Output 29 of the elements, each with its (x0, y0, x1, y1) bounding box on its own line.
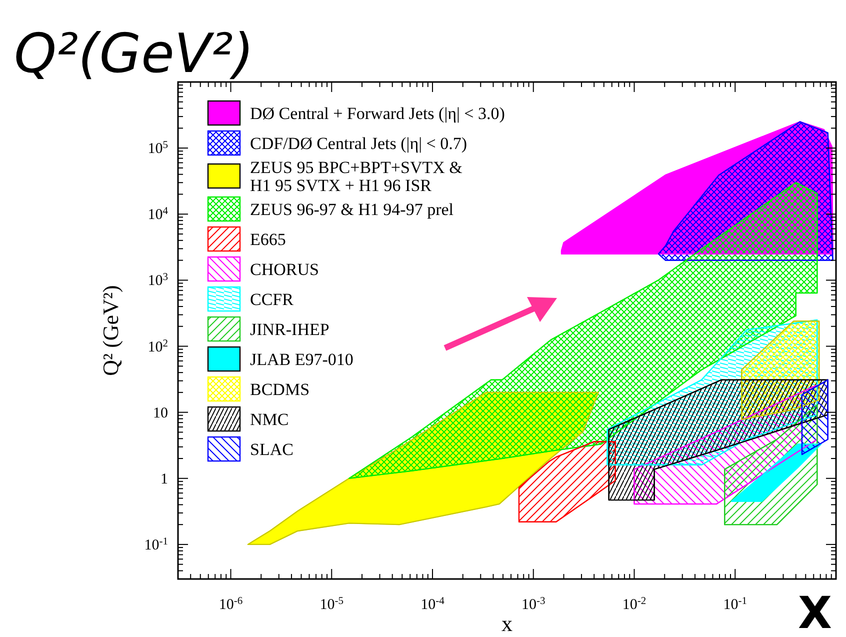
x-tick-label: 10$^{-6}$ (218, 596, 243, 613)
x-tick-label: 10$^{-2}$ (622, 596, 646, 613)
y-tick-label: 10 (153, 405, 168, 422)
legend-label: ZEUS 96-97 & H1 94-97 prel (250, 200, 454, 219)
x-tick-label: 10$^{-5}$ (320, 596, 344, 613)
legend-label: ZEUS 95 BPC+BPT+SVTX & H1 95 SVTX + H1 96 ISR (250, 158, 462, 195)
y-tick-label: 10$^{-1}$ (144, 536, 168, 554)
chart-title: Q²(GeV²) (14, 22, 254, 85)
legend-label: BCDMS (250, 380, 310, 399)
x-axis-title: x (502, 611, 512, 636)
y-tick-label: 10$^{4}$ (148, 206, 169, 224)
x-tick-label: 10$^{-1}$ (723, 596, 747, 613)
legend-label: E665 (250, 230, 286, 249)
legend-label: CDF/DØ Central Jets (|η| < 0.7) (250, 134, 467, 153)
y-tick-label: 1 (160, 471, 168, 488)
y-tick-label: 10$^{2}$ (148, 338, 168, 356)
legend-label: JLAB E97-010 (250, 350, 354, 369)
legend-label: CHORUS (250, 260, 319, 279)
y-tick-label: 10$^{3}$ (148, 272, 168, 290)
legend-label: CCFR (250, 290, 294, 309)
legend-label: SLAC (250, 440, 294, 459)
y-tick-label: 10$^{5}$ (148, 140, 168, 158)
legend-label: DØ Central + Forward Jets (|η| < 3.0) (250, 104, 505, 123)
x-tick-label: 10$^{-3}$ (522, 596, 546, 613)
x-tick-label: 10$^{-4}$ (420, 596, 446, 613)
y-axis-title: Q² (GeV²) (98, 285, 123, 376)
legend-label: JINR-IHEP (250, 320, 330, 339)
legend-label: NMC (250, 410, 289, 429)
text: X (798, 588, 832, 637)
